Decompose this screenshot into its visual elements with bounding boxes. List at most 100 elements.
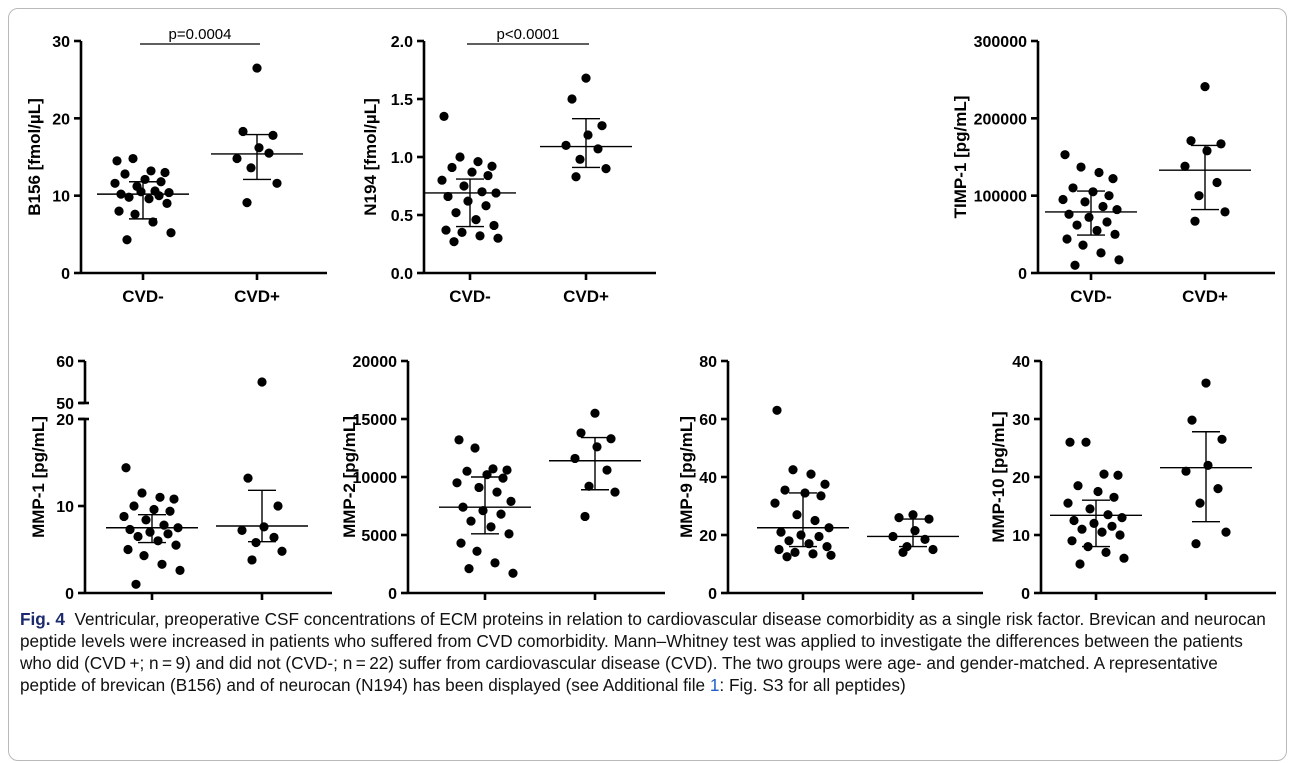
data-point	[254, 143, 264, 153]
data-point	[141, 515, 151, 525]
data-point	[1190, 216, 1200, 226]
caption-text: Ventricular, preoperative CSF concentrat…	[20, 609, 1266, 695]
y-tick-label: 10000	[353, 470, 398, 487]
y-tick-label: 20	[56, 412, 74, 429]
data-point	[1085, 504, 1095, 514]
data-point	[277, 546, 287, 556]
data-point	[506, 496, 516, 506]
chart-panel-2: 0.0 0.5 1.0 1.5 2.0 N194 [fmol/µL] CVD- CVD+ p<0…	[361, 26, 656, 306]
y-axis-label: MMP-10 [pg/mL]	[989, 411, 1008, 542]
data-point	[570, 453, 580, 464]
data-point	[583, 130, 593, 140]
x-tick-label: CVD-	[449, 287, 491, 306]
data-point	[273, 501, 283, 511]
y-tick-label: 0	[1018, 266, 1027, 283]
data-point	[782, 552, 792, 562]
y-tick-label: 0	[388, 586, 397, 603]
data-point	[119, 511, 129, 522]
data-point	[149, 504, 159, 515]
data-point	[121, 463, 131, 473]
data-point	[796, 530, 806, 540]
data-point	[472, 546, 482, 556]
data-point	[160, 167, 170, 178]
y-tick-label: 40	[1012, 354, 1030, 371]
data-point	[1081, 437, 1091, 447]
data-point	[1220, 207, 1230, 217]
data-point	[780, 485, 790, 495]
x-tick-label: CVD+	[563, 287, 609, 306]
data-point	[146, 166, 156, 176]
data-point	[155, 492, 165, 502]
data-point	[806, 469, 816, 479]
data-point	[910, 526, 920, 536]
data-point	[463, 196, 473, 206]
figure-frame	[8, 8, 1287, 761]
data-point	[1114, 255, 1124, 265]
caption-additional-file-link[interactable]: 1	[709, 675, 720, 695]
data-point	[1180, 161, 1190, 171]
data-point	[114, 206, 124, 216]
data-point	[1099, 469, 1109, 479]
data-point	[601, 164, 611, 174]
data-point	[125, 524, 135, 535]
data-point	[1212, 177, 1222, 188]
data-point	[1092, 225, 1102, 236]
data-point	[492, 487, 502, 497]
data-point	[447, 162, 457, 173]
data-point	[1075, 559, 1085, 569]
data-point	[1108, 174, 1118, 184]
data-point	[1073, 481, 1083, 491]
x-tick-label: CVD+	[1182, 287, 1228, 306]
data-point	[157, 559, 167, 569]
data-point	[1200, 82, 1210, 92]
data-point	[252, 63, 262, 73]
caption-text-end: : Fig. S3 for all peptides)	[719, 675, 906, 695]
data-point	[251, 537, 261, 548]
y-tick-label: 0.0	[391, 266, 413, 283]
data-point	[1113, 470, 1123, 480]
data-point	[1107, 521, 1117, 531]
data-point	[455, 152, 465, 162]
y-tick-label: 0	[65, 586, 74, 603]
data-point	[487, 161, 497, 171]
figure-plots: 0 10 20 30 B156 [fmol/µL] CVD- CVD+ p=0.0004 0.0…	[25, 26, 1276, 603]
data-point	[1216, 139, 1226, 149]
data-point	[1203, 460, 1213, 470]
data-point	[1062, 234, 1072, 244]
data-point	[454, 435, 464, 445]
caption-figure-label: Fig. 4	[20, 609, 65, 629]
data-point	[259, 522, 269, 532]
data-point	[483, 170, 493, 181]
data-point	[131, 579, 141, 589]
data-point	[1186, 136, 1196, 146]
data-point	[1065, 437, 1075, 447]
data-point	[567, 94, 577, 104]
data-point	[1094, 167, 1104, 178]
data-point	[490, 558, 500, 568]
data-point	[171, 540, 181, 550]
data-point	[242, 198, 252, 208]
data-point	[1096, 248, 1106, 258]
data-point	[449, 237, 459, 247]
data-point	[1072, 220, 1082, 230]
data-point	[822, 542, 832, 552]
data-point	[820, 479, 830, 489]
data-point	[597, 121, 607, 131]
y-tick-label: 20000	[353, 354, 398, 371]
data-point	[1109, 492, 1119, 502]
data-point	[257, 377, 267, 387]
data-point	[136, 187, 146, 197]
x-tick-label: CVD+	[234, 287, 280, 306]
data-point	[1119, 553, 1129, 563]
data-point	[772, 405, 782, 415]
data-point	[237, 525, 247, 535]
data-point	[175, 565, 185, 575]
y-tick-label: 0	[1021, 586, 1030, 603]
y-axis-label: TIMP-1 [pg/mL]	[951, 96, 970, 219]
significance-label: p<0.0001	[497, 26, 560, 43]
data-point	[1078, 240, 1088, 250]
data-point	[456, 538, 466, 548]
data-point	[128, 153, 138, 164]
